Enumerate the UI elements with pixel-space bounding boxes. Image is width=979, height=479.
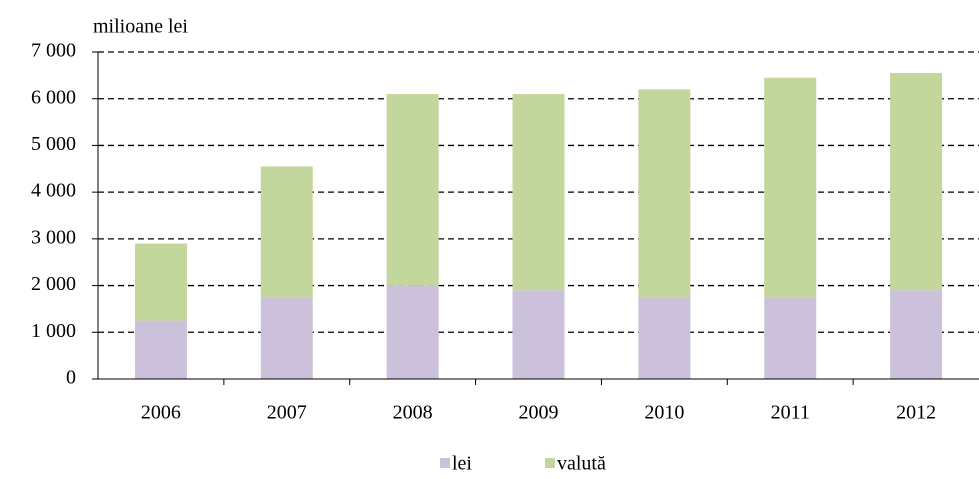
y-tick-label: 4 000 <box>31 180 76 202</box>
x-tick-label: 2012 <box>896 402 936 424</box>
bar-segment <box>890 73 943 291</box>
x-tick-label: 2006 <box>141 402 181 424</box>
legend-swatch <box>545 458 555 468</box>
bar-segment <box>764 77 817 298</box>
y-tick-label: 3 000 <box>31 226 76 248</box>
legend-label: valută <box>557 453 606 475</box>
x-tick-label: 2011 <box>771 402 810 424</box>
y-tick-label: 6 000 <box>31 86 76 108</box>
bar-segment <box>134 320 187 379</box>
bar-segment <box>386 94 439 286</box>
x-tick-label: 2010 <box>644 402 684 424</box>
y-tick-label: 7 000 <box>31 40 76 62</box>
x-tick-label: 2007 <box>267 402 307 424</box>
y-tick-label: 1 000 <box>31 320 76 342</box>
x-tick-label: 2009 <box>519 402 559 424</box>
y-tick-label: 0 <box>66 367 76 389</box>
bar-segment <box>386 285 439 379</box>
y-tick-label: 2 000 <box>31 273 76 295</box>
bar-segment <box>512 94 565 291</box>
bar-segment <box>512 290 565 379</box>
bar-segment <box>890 290 943 379</box>
bar-segment <box>764 297 817 379</box>
x-tick-label: 2008 <box>393 402 433 424</box>
y-axis-label: milioane lei <box>93 16 188 38</box>
bar-segment <box>638 89 691 298</box>
bar-segment <box>134 243 187 321</box>
y-tick-label: 5 000 <box>31 133 76 155</box>
bar-segment <box>638 297 691 379</box>
bar-segment <box>260 166 313 298</box>
legend-swatch <box>440 458 450 468</box>
bar-segment <box>260 297 313 379</box>
legend-label: lei <box>452 453 472 475</box>
